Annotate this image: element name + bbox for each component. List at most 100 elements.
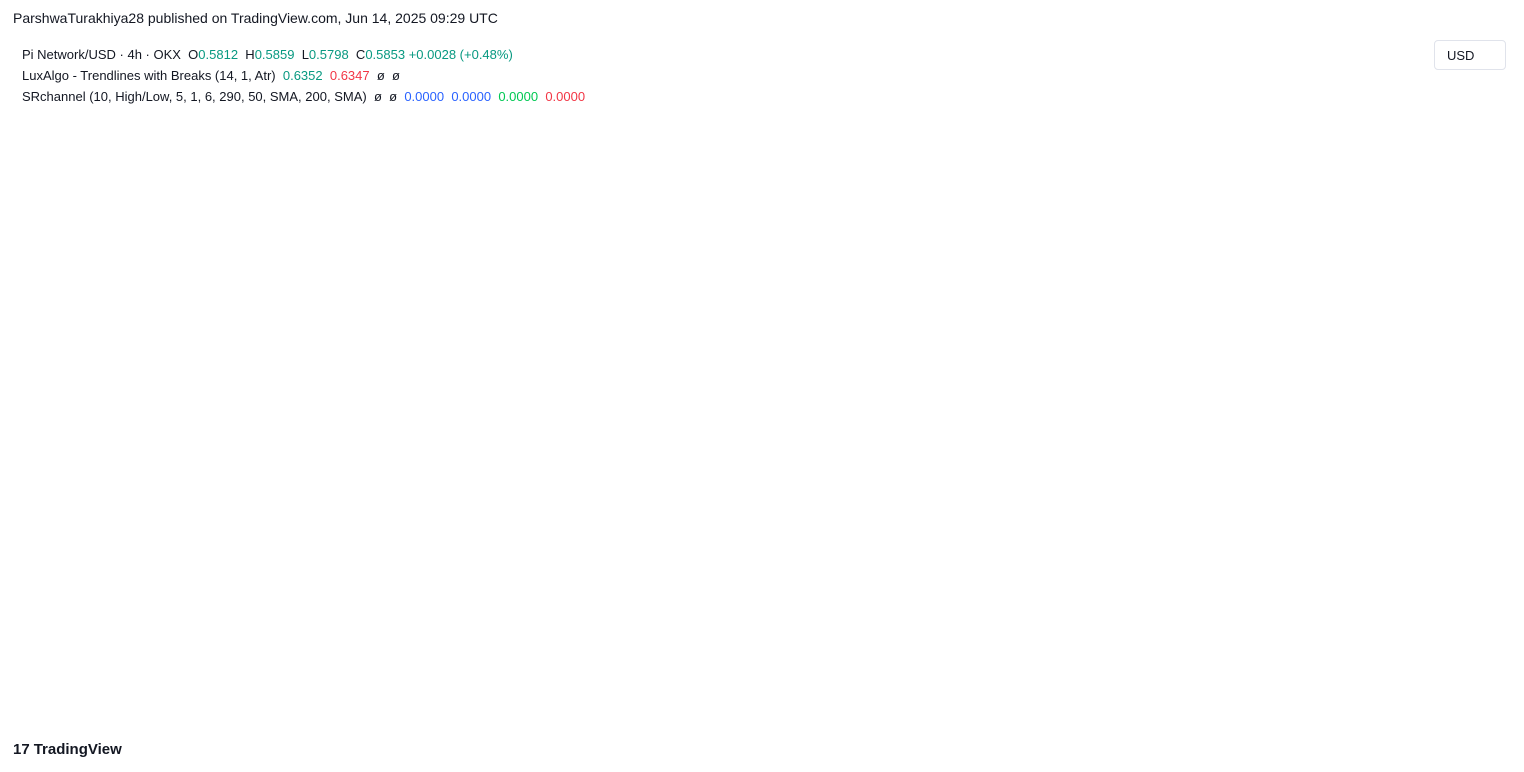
candle-body [219, 414, 224, 423]
candle-body [723, 488, 728, 492]
candle-body [11, 555, 16, 557]
x-tick-label: 13 [262, 704, 276, 719]
published-line: ParshwaTurakhiya28 published on TradingV… [13, 10, 498, 26]
candle-body [463, 494, 468, 496]
break-marker-label: B [109, 568, 118, 583]
sr-zones [12, 499, 1428, 555]
symbol-title[interactable]: Pi Network/USD · 4h · OKX [22, 47, 181, 62]
candle-body [203, 479, 208, 498]
candle-body [58, 557, 63, 559]
candle-body [110, 556, 115, 558]
candle-body [552, 447, 557, 451]
candle-body [1067, 538, 1071, 540]
candle-body [271, 151, 276, 169]
candle-body [562, 454, 567, 456]
candle-body [942, 529, 947, 531]
candle-body [1093, 537, 1097, 539]
candle-body [713, 485, 718, 490]
candle-body [677, 476, 681, 479]
candle-body [625, 474, 629, 477]
candle-body [1150, 532, 1155, 538]
candle-body [94, 555, 99, 557]
candle-body [323, 266, 328, 285]
candle-body [1259, 567, 1264, 569]
candle-body [843, 530, 848, 536]
candle-body [1145, 535, 1149, 538]
trendline [13, 548, 67, 559]
candle-body [307, 325, 312, 329]
candle-body [744, 492, 749, 499]
low-value: 0.5798 [308, 47, 349, 62]
candle-body [146, 515, 151, 527]
candle-body [578, 461, 583, 464]
candle-body [708, 484, 713, 486]
candle-body [1160, 531, 1165, 533]
candle-body [1233, 541, 1238, 564]
tv-logo-icon: 17 [13, 741, 30, 758]
chart-legend: Pi Network/USD · 4h · OKX O0.5812 H0.585… [22, 44, 585, 107]
legend-indicator-2[interactable]: SRchannel (10, High/Low, 5, 1, 6, 290, 5… [22, 86, 585, 107]
candle-body [885, 532, 889, 537]
candle-body [458, 487, 463, 495]
candle-body [131, 538, 135, 540]
candle-body [775, 507, 780, 511]
candle-body [510, 475, 515, 481]
legend-indicator-1[interactable]: LuxAlgo - Trendlines with Breaks (14, 1,… [22, 65, 585, 86]
indicator-2-value-6: 0.0000 [545, 89, 586, 104]
candle-body [401, 467, 406, 488]
candle-body [484, 490, 489, 492]
candle-body [63, 556, 68, 559]
candle-body [162, 486, 167, 496]
candle-body [645, 481, 650, 485]
candle-body [1030, 539, 1035, 541]
candle-body [1004, 544, 1009, 546]
high-value: 0.5859 [254, 47, 295, 62]
candle-body [604, 481, 609, 483]
candle-body [84, 557, 89, 560]
x-tick-label: 25 [636, 704, 650, 719]
y-tick-label: 1.0000 [1441, 377, 1478, 391]
break-markers: B B B B B B B B [55, 443, 1220, 586]
candle-body [505, 480, 510, 489]
break-marker [105, 564, 122, 586]
candle-body [614, 476, 619, 480]
y-tick-label: 0.4000 [1441, 632, 1478, 646]
candle-body [1124, 536, 1129, 539]
candle-body [765, 502, 770, 504]
candle-body [791, 514, 796, 518]
candle-body [406, 487, 411, 502]
candle-body [1275, 560, 1279, 562]
candle-body [952, 529, 957, 531]
candle-body [895, 531, 900, 534]
candle-body [125, 537, 130, 539]
indicator-2-value-4: 0.0000 [451, 89, 492, 104]
indicator-2-value-5: 0.0000 [498, 89, 539, 104]
candle-body [1077, 534, 1082, 539]
candle-body [339, 285, 343, 296]
candle-body [172, 497, 177, 502]
x-tick-label: 10 [1136, 704, 1150, 719]
candle-body [1202, 532, 1207, 534]
candle-body [1061, 538, 1066, 541]
candle-body [1295, 558, 1300, 563]
currency-button[interactable]: USD [1434, 40, 1506, 70]
price-axis-label-text: 02:30:03 [1439, 552, 1491, 567]
candle-body [729, 491, 733, 496]
candle-body [1290, 561, 1295, 563]
candle-body [21, 556, 26, 558]
candle-body [521, 461, 525, 473]
candle-body [302, 313, 307, 329]
candle-body [968, 526, 973, 529]
candle-body [42, 555, 47, 557]
candle-body [422, 507, 427, 517]
candle-body [235, 351, 239, 387]
candle-body [609, 479, 614, 482]
tradingview-logo[interactable]: 17 TradingView [13, 741, 122, 758]
candle-body [583, 463, 588, 467]
candle-body [926, 531, 931, 533]
close-value: 0.5853 [365, 47, 406, 62]
x-tick-label: 19 [1416, 704, 1430, 719]
candle-body [905, 531, 910, 533]
candle-body [937, 529, 941, 532]
